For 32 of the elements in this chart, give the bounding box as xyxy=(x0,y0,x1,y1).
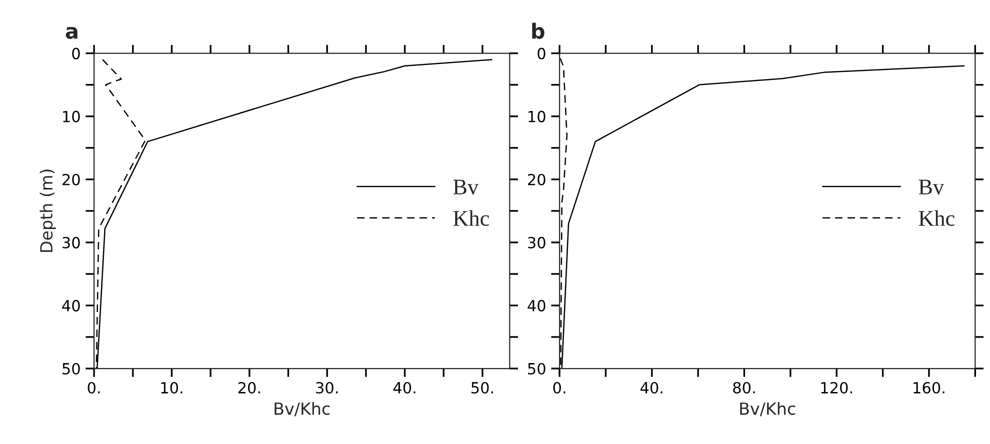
y-tick-label: 30 xyxy=(528,236,546,248)
x-tick-label: 120. xyxy=(821,382,852,394)
y-tick-label: 40 xyxy=(62,300,80,312)
y-tick-label: 20 xyxy=(528,174,546,186)
x-tick-label: 50. xyxy=(472,382,493,394)
x-tick-label: 160. xyxy=(914,382,944,394)
x-tick-label: 0. xyxy=(88,382,100,394)
x-tick-label: 80. xyxy=(733,382,755,394)
x-tick-label: 0. xyxy=(553,382,566,394)
y-tick-label: 0 xyxy=(72,48,80,60)
y-tick-label: 30 xyxy=(62,236,80,248)
x-axis-title: Bv/Khc xyxy=(740,402,796,416)
legend-label: Khc xyxy=(453,210,489,226)
x-tick-label: 10. xyxy=(161,382,182,394)
chart-title: b xyxy=(532,22,544,39)
y-tick-label: 50 xyxy=(528,362,546,375)
y-tick-label: 10 xyxy=(528,110,546,122)
legend-label: Khc xyxy=(918,210,954,226)
chart-title: a xyxy=(66,26,78,39)
y-tick-label: 40 xyxy=(528,300,546,312)
y-tick-label: 10 xyxy=(63,110,80,122)
y-tick-label: 50 xyxy=(62,362,80,375)
x-tick-label: 30. xyxy=(316,382,338,394)
x-tick-label: 20. xyxy=(238,382,260,394)
y-tick-label: 0 xyxy=(538,48,546,60)
y-axis-title: Depth (m) xyxy=(40,170,56,252)
x-tick-label: 40. xyxy=(393,382,416,394)
x-axis-title: Bv/Khc xyxy=(274,402,330,416)
x-tick-label: 40. xyxy=(640,382,662,394)
legend-label: Bv xyxy=(918,180,944,195)
y-tick-label: 20 xyxy=(62,174,80,186)
legend-label: Bv xyxy=(453,180,479,195)
